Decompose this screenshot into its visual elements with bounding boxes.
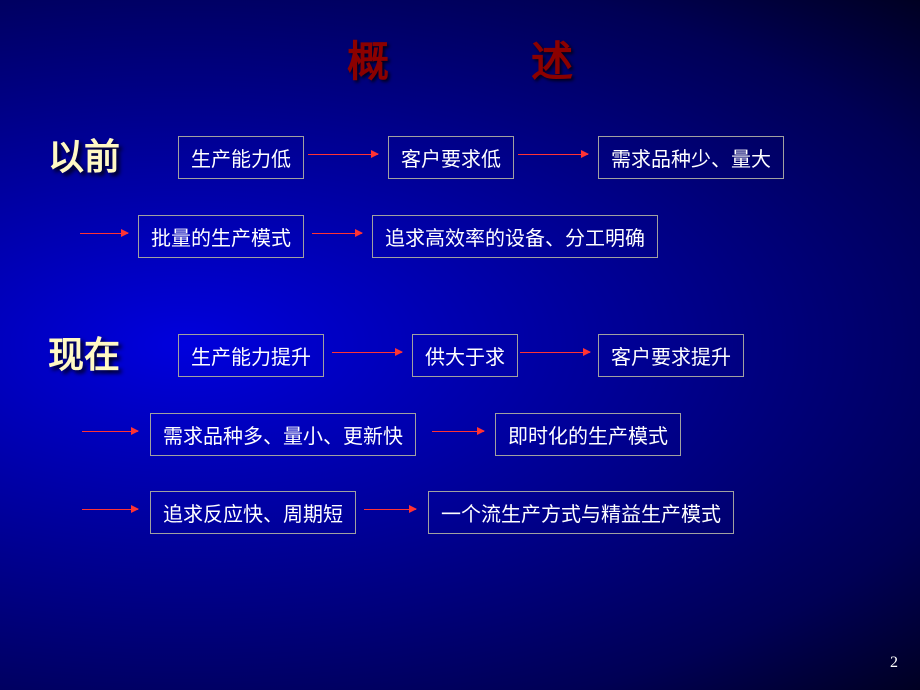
page-title: 概 述 [0,0,920,89]
flowchart-box: 批量的生产模式 [138,215,304,258]
arrow-icon [80,233,128,234]
flowchart-box: 追求高效率的设备、分工明确 [372,215,658,258]
arrow-icon [432,431,484,432]
arrow-icon [332,352,402,353]
arrow-icon [312,233,362,234]
arrow-icon [364,509,416,510]
flowchart-box: 客户要求提升 [598,334,744,377]
flowchart-box: 生产能力低 [178,136,304,179]
flowchart-box: 生产能力提升 [178,334,324,377]
arrow-icon [82,431,138,432]
arrow-icon [82,509,138,510]
arrow-icon [308,154,378,155]
page-number: 2 [890,654,898,672]
arrow-icon [518,154,588,155]
flowchart-box: 即时化的生产模式 [495,413,681,456]
flowchart-box: 需求品种多、量小、更新快 [150,413,416,456]
flowchart-box: 需求品种少、量大 [598,136,784,179]
flowchart-box: 一个流生产方式与精益生产模式 [428,491,734,534]
flowchart-box: 供大于求 [412,334,518,377]
section-label-now: 现在 [48,326,120,378]
section-label-before: 以前 [48,128,120,180]
flowchart-box: 客户要求低 [388,136,514,179]
flowchart-box: 追求反应快、周期短 [150,491,356,534]
arrow-icon [520,352,590,353]
